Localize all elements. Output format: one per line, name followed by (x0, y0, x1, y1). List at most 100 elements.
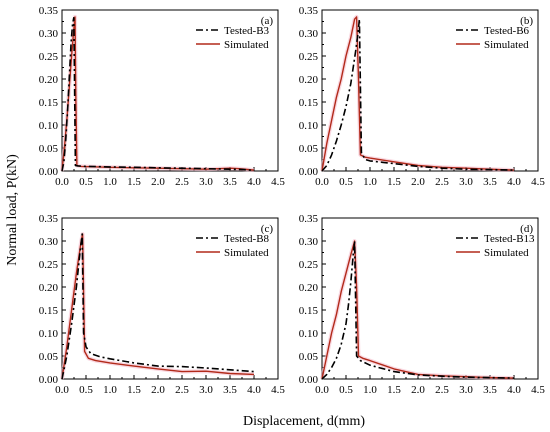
x-tick-label: 0.0 (55, 176, 69, 188)
y-tick-label: 0.30 (39, 28, 59, 40)
y-tick-label: 0.10 (299, 328, 319, 340)
y-tick-label: 0.15 (299, 305, 319, 317)
panel-label: (a) (261, 15, 274, 27)
x-tick-label: 3.0 (199, 176, 213, 188)
x-tick-label: 1.0 (363, 176, 377, 188)
x-tick-label: 0.5 (79, 384, 93, 396)
x-tick-label: 0.0 (315, 384, 329, 396)
series-line-tested-b3 (61, 16, 255, 172)
panel-label: (d) (520, 223, 533, 235)
x-tick-label: 0.5 (339, 176, 353, 188)
x-tick-label: 2.5 (175, 384, 189, 396)
legend-label: Simulated (484, 247, 529, 259)
x-tick-label: 2.5 (435, 176, 449, 188)
y-tick-label: 0.30 (299, 236, 319, 248)
y-tick-label: 0.05 (299, 143, 319, 155)
series-line-tested-b13 (321, 240, 515, 380)
y-tick-label: 0.20 (39, 282, 59, 294)
x-tick-label: 3.0 (199, 384, 213, 396)
series-line-tested-b6 (321, 18, 515, 172)
x-tick-label: 1.5 (387, 176, 401, 188)
legend-label: Tested-B6 (484, 25, 530, 37)
series-line-tested-b8 (61, 233, 255, 380)
x-tick-label: 3.5 (483, 176, 497, 188)
y-tick-label: 0.25 (39, 51, 59, 63)
y-axis-label: Normal load, P(kN) (5, 154, 20, 266)
legend-label: Simulated (224, 247, 269, 259)
y-tick-label: 0.35 (299, 5, 319, 17)
x-tick-label: 0.5 (79, 176, 93, 188)
legend-label: Simulated (224, 39, 269, 51)
series-line-simulated (321, 16, 515, 172)
legend-label: Tested-B8 (224, 233, 270, 245)
y-tick-label: 0.30 (299, 28, 319, 40)
x-tick-label: 2.0 (411, 176, 425, 188)
y-tick-label: 0.30 (39, 236, 59, 248)
x-tick-label: 0.0 (315, 176, 329, 188)
legend-label: Tested-B13 (484, 233, 535, 245)
x-tick-label: 4.0 (247, 384, 261, 396)
x-tick-label: 4.5 (531, 176, 545, 188)
y-tick-label: 0.05 (299, 351, 319, 363)
x-tick-label: 2.0 (411, 384, 425, 396)
x-tick-label: 3.5 (223, 384, 237, 396)
y-tick-label: 0.00 (299, 374, 319, 386)
x-tick-label: 1.5 (127, 176, 141, 188)
series-line-simulated (61, 233, 255, 380)
x-tick-label: 4.5 (271, 176, 285, 188)
y-tick-label: 0.10 (39, 120, 59, 132)
panel-d: 0.0 0.5 1.0 1.5 2.0 2.5 3.0 3.5 4.0 4.5 0.00 0.05 0.… (299, 213, 546, 396)
legend-label: Tested-B3 (224, 25, 270, 37)
y-tick-label: 0.10 (39, 328, 59, 340)
x-tick-label: 4.0 (507, 176, 521, 188)
x-tick-label: 1.5 (387, 384, 401, 396)
x-tick-label: 1.0 (103, 176, 117, 188)
y-tick-label: 0.15 (39, 97, 59, 109)
y-tick-label: 0.00 (39, 166, 59, 178)
x-tick-label: 2.0 (151, 384, 165, 396)
x-tick-label: 2.0 (151, 176, 165, 188)
panel-c: 0.0 0.5 1.0 1.5 2.0 2.5 3.0 3.5 4.0 4.5 0.00 0.05 0.… (39, 213, 286, 396)
y-tick-label: 0.25 (299, 51, 319, 63)
y-tick-label: 0.35 (39, 213, 59, 225)
series-halo-simulated (320, 239, 515, 381)
y-tick-label: 0.05 (39, 143, 59, 155)
x-tick-label: 1.0 (103, 384, 117, 396)
x-tick-label: 3.0 (459, 384, 473, 396)
y-tick-label: 0.20 (299, 282, 319, 294)
legend-label: Simulated (484, 39, 529, 51)
y-tick-label: 0.20 (39, 74, 59, 86)
y-tick-label: 0.35 (299, 213, 319, 225)
y-tick-label: 0.10 (299, 120, 319, 132)
x-tick-label: 1.0 (363, 384, 377, 396)
y-tick-label: 0.00 (39, 374, 59, 386)
y-tick-label: 0.25 (39, 259, 59, 271)
y-tick-label: 0.35 (39, 5, 59, 17)
x-tick-label: 3.0 (459, 176, 473, 188)
x-tick-label: 4.0 (507, 384, 521, 396)
x-tick-label: 2.5 (435, 384, 449, 396)
x-axis-label: Displacement, d(mm) (243, 414, 365, 429)
y-tick-label: 0.15 (299, 97, 319, 109)
panel-label: (c) (261, 223, 274, 235)
panel-label: (b) (520, 15, 533, 27)
y-tick-label: 0.05 (39, 351, 59, 363)
x-tick-label: 2.5 (175, 176, 189, 188)
panel-a: 0.0 0.5 1.0 1.5 2.0 2.5 3.0 3.5 4.0 4.5 0.00 0.05 0.… (39, 5, 286, 188)
y-tick-label: 0.15 (39, 305, 59, 317)
panel-b: 0.0 0.5 1.0 1.5 2.0 2.5 3.0 3.5 4.0 4.5 0.00 0.05 0.… (299, 5, 546, 188)
series-line-simulated (321, 240, 515, 380)
x-tick-label: 1.5 (127, 384, 141, 396)
x-tick-label: 3.5 (483, 384, 497, 396)
x-tick-label: 4.5 (531, 384, 545, 396)
y-tick-label: 0.20 (299, 74, 319, 86)
x-tick-label: 4.0 (247, 176, 261, 188)
chart-panels: 0.0 0.5 1.0 1.5 2.0 2.5 3.0 3.5 4.0 4.5 0.00 0.05 0.… (39, 5, 546, 396)
x-tick-label: 4.5 (271, 384, 285, 396)
x-tick-label: 3.5 (223, 176, 237, 188)
y-tick-label: 0.00 (299, 166, 319, 178)
x-tick-label: 0.0 (55, 384, 69, 396)
y-tick-label: 0.25 (299, 259, 319, 271)
x-tick-label: 0.5 (339, 384, 353, 396)
